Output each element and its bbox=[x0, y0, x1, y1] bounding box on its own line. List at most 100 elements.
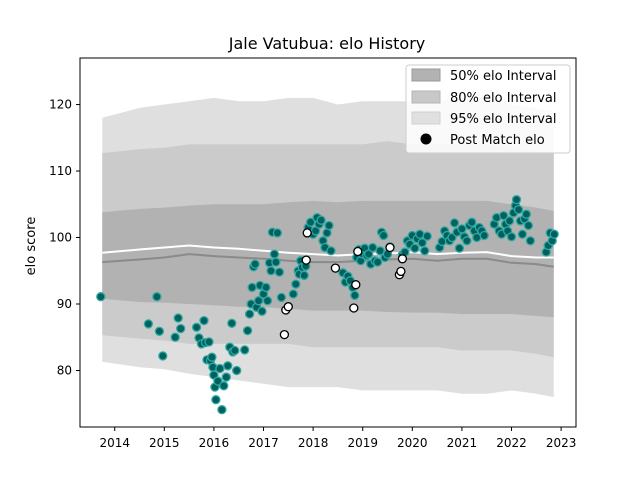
post-match-point bbox=[244, 309, 255, 319]
median-elo-line bbox=[102, 253, 554, 268]
post-match-point bbox=[511, 194, 522, 205]
post-match-point-highlight bbox=[351, 280, 361, 290]
post-match-point bbox=[152, 292, 162, 302]
post-match-point bbox=[143, 319, 154, 329]
post-match-point bbox=[375, 246, 385, 256]
x-tick-label: 2021 bbox=[447, 436, 478, 450]
post-match-point bbox=[154, 326, 165, 336]
post-match-point bbox=[479, 230, 489, 241]
post-match-point bbox=[316, 215, 326, 225]
post-match-point bbox=[230, 345, 240, 356]
post-match-point bbox=[364, 249, 374, 259]
post-match-point bbox=[247, 282, 257, 293]
post-match-point bbox=[223, 361, 233, 371]
post-match-point bbox=[288, 289, 298, 299]
post-match-point bbox=[326, 246, 336, 256]
post-match-point bbox=[242, 325, 253, 336]
legend-label-point: Post Match elo bbox=[450, 133, 545, 148]
legend: 50% elo Interval 80% elo Interval 95% el… bbox=[405, 64, 571, 154]
x-tick-label: 2015 bbox=[149, 436, 180, 450]
post-match-point bbox=[549, 229, 559, 239]
post-match-point bbox=[253, 296, 264, 306]
post-match-point bbox=[170, 332, 180, 342]
post-match-point bbox=[261, 282, 271, 293]
post-match-point bbox=[211, 395, 221, 405]
post-match-point bbox=[378, 230, 389, 241]
post-match-point bbox=[272, 228, 283, 238]
post-match-point bbox=[221, 372, 231, 382]
post-match-points bbox=[96, 194, 559, 415]
post-match-point bbox=[299, 270, 309, 281]
post-match-point bbox=[457, 224, 467, 234]
post-match-point bbox=[504, 216, 515, 226]
post-match-point bbox=[305, 217, 316, 227]
post-match-point-highlight bbox=[396, 266, 406, 277]
post-match-point bbox=[199, 315, 209, 326]
post-match-point bbox=[322, 228, 332, 238]
post-match-point bbox=[417, 238, 427, 248]
post-match-point bbox=[271, 257, 281, 267]
post-match-point bbox=[449, 218, 460, 228]
post-match-point-highlight bbox=[385, 242, 395, 253]
y-tick-label: 120 bbox=[49, 98, 72, 112]
legend-label-95: 95% elo Interval bbox=[450, 112, 557, 127]
post-match-point bbox=[207, 352, 217, 362]
post-match-point bbox=[291, 279, 301, 289]
post-match-point bbox=[232, 365, 242, 376]
post-match-point bbox=[420, 246, 430, 256]
post-match-point bbox=[462, 236, 472, 246]
post-match-point bbox=[204, 337, 214, 347]
legend-swatch-50 bbox=[411, 68, 441, 82]
post-match-point-highlight bbox=[301, 255, 311, 265]
post-match-point bbox=[422, 231, 432, 241]
post-match-point bbox=[257, 306, 267, 316]
post-match-point-highlight bbox=[302, 228, 312, 238]
x-tick-label: 2019 bbox=[347, 436, 378, 450]
post-match-point bbox=[350, 290, 360, 301]
x-tick-label: 2023 bbox=[546, 436, 577, 450]
post-match-point bbox=[517, 229, 528, 239]
post-match-point bbox=[266, 266, 276, 276]
post-match-point bbox=[219, 381, 229, 391]
legend-box bbox=[405, 64, 571, 154]
post-match-point bbox=[372, 257, 383, 267]
mean-elo-line bbox=[102, 244, 554, 259]
x-tick-label: 2020 bbox=[397, 436, 428, 450]
post-match-point-highlight bbox=[279, 329, 290, 340]
post-match-point bbox=[227, 318, 237, 328]
post-match-point bbox=[410, 243, 420, 253]
post-match-point bbox=[324, 220, 334, 231]
legend-label-50: 50% elo Interval bbox=[450, 69, 557, 84]
post-match-point bbox=[521, 209, 532, 219]
legend-swatch-80 bbox=[411, 90, 441, 104]
post-match-point bbox=[276, 292, 287, 303]
plot-frame bbox=[79, 57, 577, 428]
post-match-point bbox=[513, 204, 524, 215]
post-match-point bbox=[269, 249, 280, 259]
post-match-point-highlight bbox=[283, 302, 293, 312]
post-match-point bbox=[262, 296, 273, 306]
post-match-point bbox=[250, 259, 260, 269]
x-tick-label: 2014 bbox=[99, 436, 130, 450]
chart-title: Jale Vatubua: elo History bbox=[228, 34, 425, 53]
x-tick-label: 2016 bbox=[199, 436, 230, 450]
legend-swatch-95 bbox=[411, 111, 441, 125]
y-axis-label: elo score bbox=[24, 217, 39, 276]
post-match-point bbox=[240, 345, 250, 355]
x-tick-label: 2017 bbox=[248, 436, 279, 450]
post-match-point bbox=[274, 267, 285, 277]
post-match-point bbox=[217, 405, 227, 415]
y-tick-label: 110 bbox=[49, 164, 72, 178]
post-match-point-highlight bbox=[330, 263, 341, 273]
post-match-point bbox=[191, 322, 202, 332]
post-match-point bbox=[213, 376, 223, 386]
post-match-point bbox=[176, 323, 186, 334]
post-match-point-highlight bbox=[349, 303, 359, 313]
y-tick-label: 90 bbox=[57, 297, 72, 311]
post-match-point bbox=[158, 351, 168, 361]
post-match-point-highlight bbox=[353, 246, 363, 257]
post-match-point bbox=[415, 229, 425, 239]
post-match-point bbox=[467, 217, 477, 227]
post-match-point bbox=[215, 363, 225, 374]
